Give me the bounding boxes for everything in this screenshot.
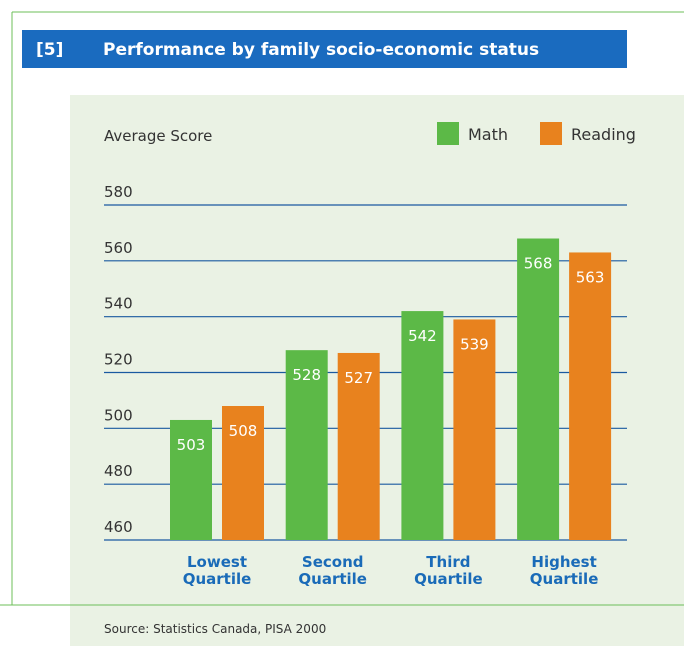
legend-label: Math	[468, 125, 508, 144]
figure-number: [5]	[36, 40, 63, 60]
y-tick-label: 560	[104, 239, 133, 257]
legend-label: Reading	[571, 125, 636, 144]
bar	[517, 238, 560, 540]
y-tick-label: 500	[104, 406, 133, 424]
bar	[453, 319, 496, 540]
value-label: 542	[408, 327, 437, 345]
bar	[222, 406, 264, 540]
x-tick-label: Third Quartile	[414, 553, 483, 588]
value-label: 563	[576, 268, 605, 286]
legend-swatch	[540, 122, 562, 145]
y-tick-label: 480	[104, 462, 133, 480]
y-tick-label: 580	[104, 183, 133, 201]
source: Source: Statistics Canada, PISA 2000	[104, 622, 326, 636]
chart-title: Performance by family socio-economic sta…	[103, 40, 539, 60]
y-tick-label: 540	[104, 295, 133, 313]
x-tick-label: Highest Quartile	[529, 553, 599, 588]
bar	[401, 311, 444, 540]
value-label: 568	[524, 255, 553, 273]
y-axis-label: Average Score	[104, 127, 212, 145]
bar	[569, 252, 612, 541]
value-label: 527	[344, 369, 373, 387]
value-label: 503	[177, 436, 206, 454]
y-tick-label: 460	[104, 518, 133, 536]
x-tick-label: Lowest Quartile	[182, 553, 252, 588]
bar	[285, 350, 328, 540]
bar	[170, 419, 212, 540]
y-tick-label: 520	[104, 351, 133, 369]
value-label: 539	[460, 335, 489, 353]
x-tick-label: Second Quartile	[298, 553, 367, 588]
legend-swatch	[437, 122, 459, 145]
value-label: 508	[229, 422, 258, 440]
bar	[337, 352, 380, 540]
title-bar	[22, 30, 627, 68]
value-label: 528	[292, 366, 321, 384]
